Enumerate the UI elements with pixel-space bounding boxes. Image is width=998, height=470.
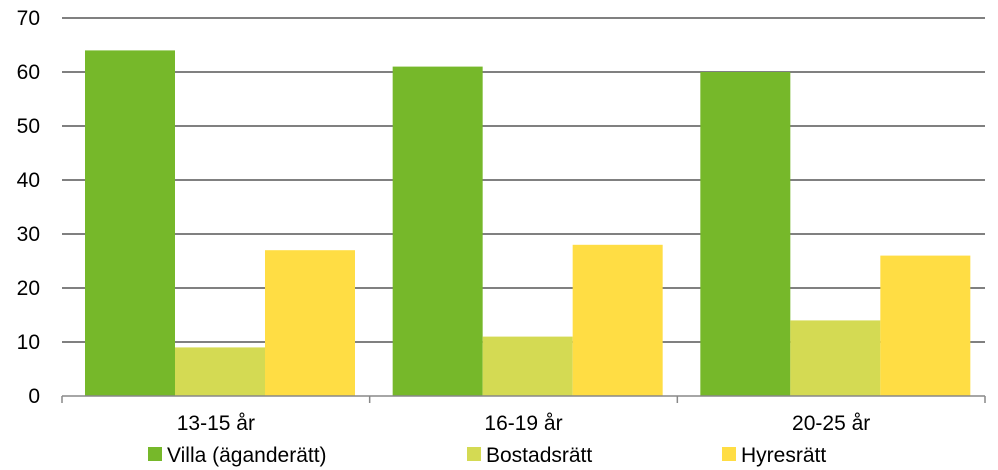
y-tick-label: 50 bbox=[17, 115, 40, 138]
bar-bostadsr-tt-1 bbox=[175, 347, 265, 396]
x-category-label: 13-15 år bbox=[177, 412, 255, 435]
bar-hyresr-tt-1 bbox=[265, 250, 355, 396]
legend-label: Villa (äganderätt) bbox=[167, 444, 327, 467]
bar-villa-gander-tt--1 bbox=[85, 50, 175, 397]
bar-bostadsr-tt-2 bbox=[482, 336, 573, 396]
x-axis: 13-15 år 16-19 år 20-25 år bbox=[61, 395, 986, 435]
legend-label: Hyresrätt bbox=[741, 444, 826, 467]
y-tick-label: 40 bbox=[17, 169, 40, 192]
legend: Villa (äganderätt) Bostadsrätt Hyresrätt bbox=[148, 444, 826, 467]
bars bbox=[85, 50, 971, 397]
legend-swatch bbox=[148, 447, 162, 461]
legend-swatch bbox=[467, 447, 481, 461]
legend-label: Bostadsrätt bbox=[486, 444, 592, 467]
legend-swatch bbox=[722, 447, 736, 461]
bar-bostadsr-tt-3 bbox=[790, 320, 881, 396]
x-category-label: 20-25 år bbox=[792, 412, 870, 435]
y-tick-label: 10 bbox=[17, 331, 40, 354]
y-tick-label: 60 bbox=[17, 61, 40, 84]
x-category-label: 16-19 år bbox=[484, 412, 562, 435]
y-tick-label: 30 bbox=[17, 223, 40, 246]
y-tick-label: 0 bbox=[28, 385, 40, 408]
y-axis-tick-labels: 0 10 20 30 40 50 60 70 bbox=[17, 7, 40, 408]
bar-villa-gander-tt--2 bbox=[392, 66, 483, 396]
y-tick-label: 20 bbox=[17, 277, 40, 300]
bar-villa-gander-tt--3 bbox=[700, 72, 791, 396]
bar-hyresr-tt-3 bbox=[880, 255, 971, 396]
bar-hyresr-tt-2 bbox=[572, 244, 663, 396]
gridlines bbox=[62, 17, 985, 343]
y-tick-label: 70 bbox=[17, 7, 40, 30]
